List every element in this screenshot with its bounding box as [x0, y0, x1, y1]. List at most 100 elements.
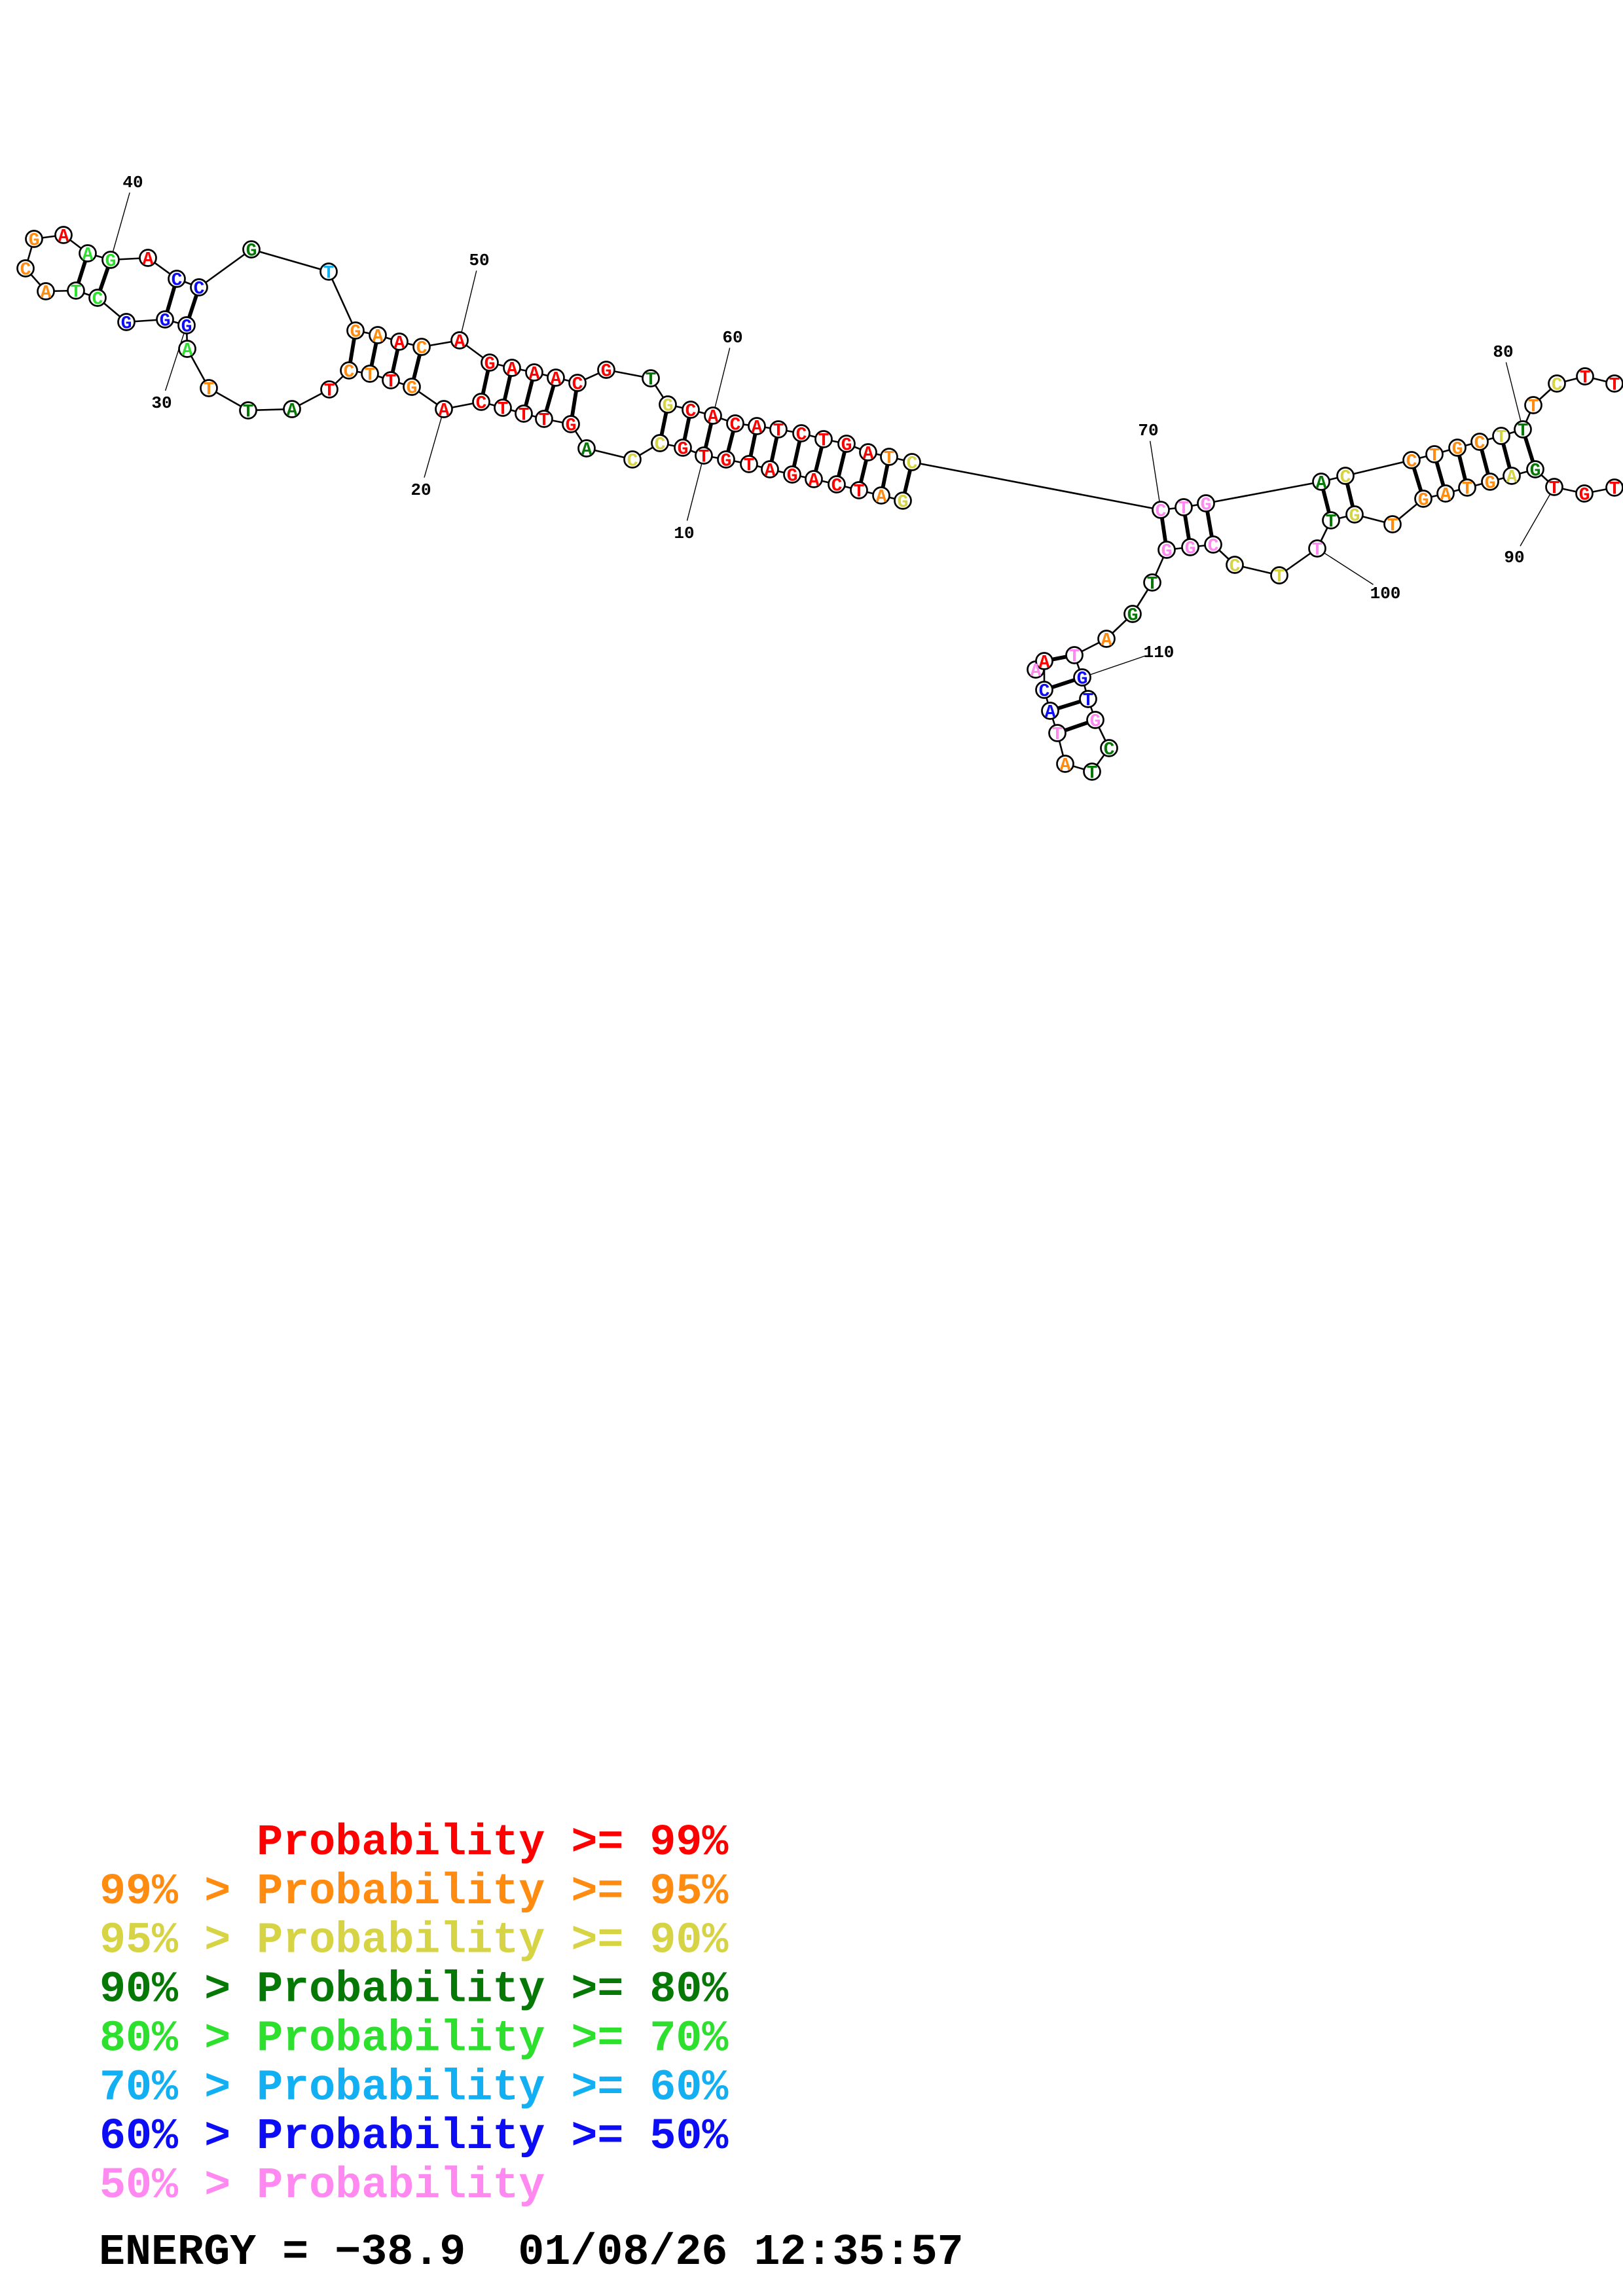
svg-text:G: G	[1185, 539, 1196, 560]
svg-text:G: G	[1127, 606, 1139, 626]
svg-text:T: T	[204, 380, 215, 401]
svg-text:C: C	[476, 394, 487, 414]
svg-text:A: A	[507, 360, 518, 380]
svg-text:C: C	[1104, 740, 1115, 761]
svg-text:C: C	[1208, 537, 1219, 557]
svg-text:T: T	[773, 422, 784, 442]
svg-text:A: A	[1045, 703, 1056, 723]
svg-text:95% > Probability >= 90%: 95% > Probability >= 90%	[100, 1916, 729, 1966]
svg-text:C: C	[796, 425, 807, 446]
svg-text:T: T	[1609, 480, 1620, 500]
svg-text:C: C	[1340, 468, 1351, 488]
svg-text:T: T	[744, 456, 755, 476]
svg-text:G: G	[29, 231, 40, 251]
svg-text:40: 40	[122, 173, 143, 192]
svg-text:A: A	[1316, 474, 1327, 494]
svg-text:80% > Probability >= 70%: 80% > Probability >= 70%	[100, 2014, 729, 2064]
svg-text:C: C	[1230, 557, 1241, 577]
svg-text:T: T	[1387, 516, 1398, 537]
svg-text:T: T	[323, 264, 335, 284]
svg-text:T: T	[71, 283, 82, 303]
svg-text:C: C	[92, 290, 103, 310]
svg-text:T: T	[1528, 397, 1539, 418]
svg-text:C: C	[1552, 376, 1563, 396]
svg-text:T: T	[386, 372, 397, 393]
svg-text:G: G	[1161, 542, 1173, 562]
svg-text:60% > Probability >= 50%: 60% > Probability >= 50%	[100, 2112, 729, 2162]
svg-text:ENERGY = −38.9 01/08/26 12:35: ENERGY = −38.9 01/08/26 12:35:57	[99, 2228, 964, 2278]
svg-text:90: 90	[1504, 548, 1524, 567]
svg-text:T: T	[365, 366, 376, 386]
svg-text:C: C	[627, 452, 638, 472]
svg-text:G: G	[841, 436, 852, 456]
svg-text:A: A	[439, 401, 450, 422]
svg-text:G: G	[721, 452, 732, 472]
svg-text:A: A	[58, 227, 69, 247]
svg-text:T: T	[1496, 428, 1507, 448]
svg-text:G: G	[1579, 486, 1590, 506]
svg-text:A: A	[1030, 662, 1042, 682]
svg-text:90% > Probability >= 80%: 90% > Probability >= 80%	[100, 1965, 729, 2015]
svg-text:A: A	[1060, 756, 1071, 776]
svg-text:A: A	[454, 332, 465, 353]
svg-text:G: G	[1418, 491, 1429, 511]
svg-text:99% > Probability >= 95%: 99% > Probability >= 95%	[100, 1867, 729, 1917]
svg-text:T: T	[1429, 446, 1440, 467]
svg-text:C: C	[907, 454, 918, 475]
svg-text:T: T	[1580, 368, 1591, 389]
svg-text:G: G	[566, 416, 577, 437]
svg-text:T: T	[818, 431, 830, 452]
svg-text:G: G	[246, 242, 257, 262]
svg-text:Probability >= 99%: Probability >= 99%	[100, 1818, 729, 1868]
svg-text:T: T	[539, 411, 550, 431]
svg-text:T: T	[1052, 725, 1063, 745]
svg-text:60: 60	[722, 328, 742, 348]
svg-text:C: C	[730, 416, 741, 436]
svg-text:A: A	[394, 334, 405, 354]
svg-text:G: G	[1349, 507, 1360, 527]
svg-text:G: G	[181, 317, 192, 338]
svg-text:T: T	[1069, 647, 1080, 668]
svg-text:T: T	[1274, 567, 1285, 588]
svg-text:A: A	[1039, 653, 1050, 673]
svg-text:T: T	[1147, 575, 1158, 595]
svg-text:G: G	[1090, 712, 1101, 732]
svg-text:C: C	[1406, 452, 1417, 473]
svg-text:30: 30	[151, 393, 172, 413]
svg-text:T: T	[519, 406, 530, 426]
svg-text:G: G	[1530, 461, 1541, 482]
svg-text:G: G	[407, 379, 418, 399]
svg-text:A: A	[373, 327, 384, 348]
svg-text:G: G	[160, 312, 171, 332]
svg-text:A: A	[765, 461, 776, 482]
svg-text:10: 10	[674, 524, 694, 543]
svg-text:C: C	[194, 279, 205, 300]
svg-text:A: A	[182, 341, 193, 361]
svg-text:T: T	[1087, 764, 1098, 784]
svg-text:T: T	[1549, 479, 1560, 499]
svg-text:T: T	[1312, 541, 1323, 561]
svg-text:C: C	[20, 260, 31, 281]
svg-text:T: T	[854, 482, 865, 503]
svg-text:80: 80	[1493, 342, 1513, 362]
svg-text:G: G	[601, 362, 612, 382]
svg-text:C: C	[685, 402, 697, 422]
svg-text:T: T	[1518, 422, 1529, 442]
svg-text:T: T	[884, 449, 895, 469]
svg-text:50% > Probability: 50% > Probability	[100, 2161, 545, 2211]
svg-text:G: G	[121, 314, 132, 334]
svg-text:G: G	[1452, 440, 1463, 460]
svg-text:G: G	[678, 440, 689, 460]
svg-text:A: A	[809, 471, 820, 492]
svg-text:T: T	[1178, 499, 1190, 520]
svg-text:G: G	[787, 467, 798, 487]
svg-text:A: A	[82, 245, 94, 266]
svg-text:T: T	[1609, 376, 1620, 396]
svg-text:C: C	[1474, 434, 1486, 454]
svg-text:70% > Probability >= 60%: 70% > Probability >= 60%	[100, 2063, 729, 2113]
svg-text:T: T	[1462, 480, 1473, 500]
svg-text:T: T	[498, 400, 509, 420]
svg-text:G: G	[350, 323, 361, 343]
svg-text:A: A	[41, 283, 52, 304]
svg-text:A: A	[1440, 486, 1451, 506]
